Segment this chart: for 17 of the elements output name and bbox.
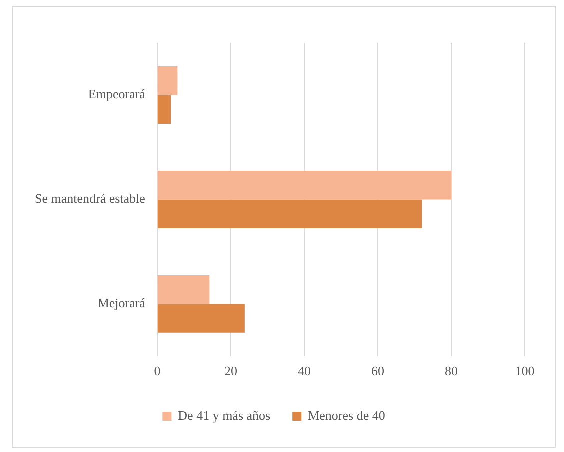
- y-tick-label: Mejorará: [98, 296, 146, 311]
- y-tick-label: Se mantendrá estable: [34, 191, 146, 206]
- bar: [158, 275, 210, 304]
- x-tick-label: 0: [154, 364, 161, 379]
- bar: [158, 170, 452, 200]
- legend-label: Menores de 40: [308, 408, 386, 423]
- bar: [158, 66, 178, 96]
- x-tick-label: 60: [371, 364, 384, 379]
- y-tick-label: Empeorará: [88, 86, 146, 102]
- bar: [158, 304, 245, 333]
- x-tick-label: 100: [515, 364, 535, 379]
- x-tick-label: 40: [298, 364, 311, 379]
- bar: [158, 95, 172, 124]
- legend-label: De 41 y más años: [178, 408, 271, 423]
- bar: [158, 200, 422, 228]
- x-tick-label: 20: [224, 364, 238, 379]
- x-tick-label: 80: [444, 364, 458, 379]
